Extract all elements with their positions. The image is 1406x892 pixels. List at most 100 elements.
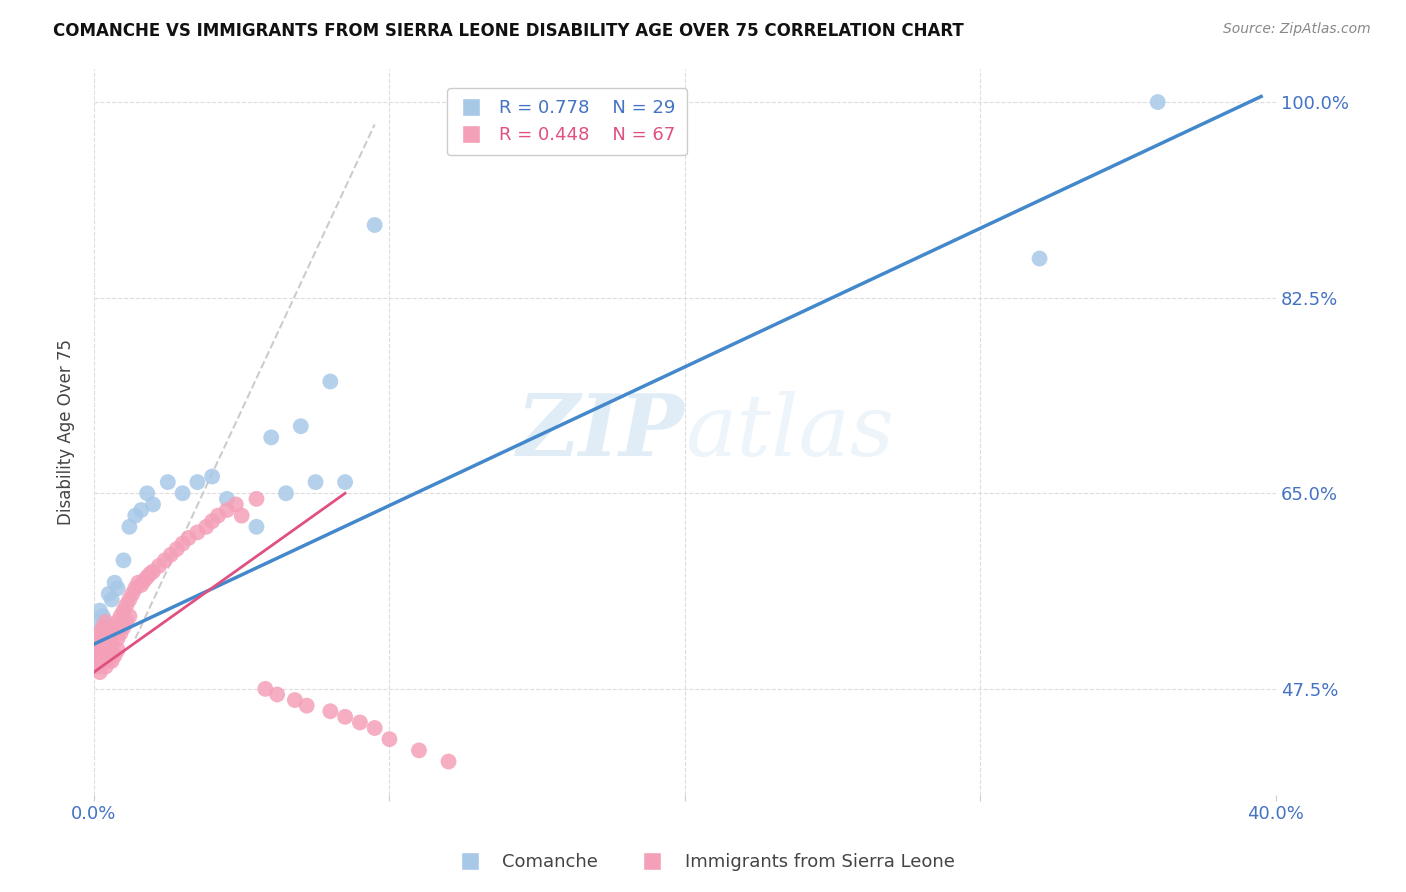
- Point: [86, 654, 108, 668]
- Point: [104, 648, 127, 663]
- Point: [91, 642, 114, 657]
- Point: [89, 648, 111, 663]
- Point: [100, 626, 122, 640]
- Point: [437, 755, 460, 769]
- Point: [89, 637, 111, 651]
- Point: [129, 578, 152, 592]
- Point: [118, 609, 141, 624]
- Point: [112, 604, 135, 618]
- Point: [100, 592, 122, 607]
- Point: [97, 642, 120, 657]
- Point: [100, 637, 122, 651]
- Point: [363, 218, 385, 232]
- Point: [245, 491, 267, 506]
- Point: [153, 553, 176, 567]
- Point: [94, 659, 117, 673]
- Point: [89, 665, 111, 679]
- Point: [118, 592, 141, 607]
- Point: [112, 553, 135, 567]
- Point: [284, 693, 307, 707]
- Point: [89, 604, 111, 618]
- Point: [245, 520, 267, 534]
- Point: [129, 503, 152, 517]
- Point: [156, 475, 179, 489]
- Point: [86, 642, 108, 657]
- Text: ZIP: ZIP: [517, 390, 685, 474]
- Text: COMANCHE VS IMMIGRANTS FROM SIERRA LEONE DISABILITY AGE OVER 75 CORRELATION CHAR: COMANCHE VS IMMIGRANTS FROM SIERRA LEONE…: [53, 22, 965, 40]
- Point: [378, 732, 401, 747]
- Point: [139, 566, 162, 581]
- Point: [86, 615, 108, 629]
- Point: [172, 486, 194, 500]
- Point: [94, 620, 117, 634]
- Point: [97, 654, 120, 668]
- Point: [100, 654, 122, 668]
- Point: [121, 587, 143, 601]
- Point: [91, 609, 114, 624]
- Point: [1028, 252, 1050, 266]
- Point: [215, 491, 238, 506]
- Point: [118, 520, 141, 534]
- Point: [231, 508, 253, 523]
- Point: [107, 642, 129, 657]
- Point: [97, 648, 120, 663]
- Point: [97, 632, 120, 646]
- Point: [115, 598, 138, 612]
- Point: [104, 620, 127, 634]
- Point: [94, 637, 117, 651]
- Legend: Comanche, Immigrants from Sierra Leone: Comanche, Immigrants from Sierra Leone: [444, 847, 962, 879]
- Point: [115, 615, 138, 629]
- Point: [260, 430, 283, 444]
- Point: [110, 626, 132, 640]
- Point: [225, 498, 247, 512]
- Point: [408, 743, 430, 757]
- Point: [254, 681, 277, 696]
- Point: [333, 475, 356, 489]
- Point: [134, 574, 156, 588]
- Point: [295, 698, 318, 713]
- Point: [142, 498, 165, 512]
- Point: [333, 710, 356, 724]
- Text: Source: ZipAtlas.com: Source: ZipAtlas.com: [1223, 22, 1371, 37]
- Point: [94, 615, 117, 629]
- Point: [159, 548, 181, 562]
- Point: [136, 486, 159, 500]
- Text: atlas: atlas: [685, 391, 894, 473]
- Point: [86, 659, 108, 673]
- Point: [1146, 95, 1168, 109]
- Point: [349, 715, 371, 730]
- Point: [319, 375, 342, 389]
- Point: [363, 721, 385, 735]
- Point: [319, 704, 342, 718]
- Point: [124, 582, 146, 596]
- Point: [195, 520, 218, 534]
- Legend: R = 0.778    N = 29, R = 0.448    N = 67: R = 0.778 N = 29, R = 0.448 N = 67: [447, 88, 686, 155]
- Point: [177, 531, 200, 545]
- Point: [124, 508, 146, 523]
- Point: [107, 615, 129, 629]
- Point: [89, 626, 111, 640]
- Point: [104, 575, 127, 590]
- Point: [91, 620, 114, 634]
- Point: [107, 582, 129, 596]
- Point: [266, 688, 288, 702]
- Point: [201, 469, 224, 483]
- Point: [112, 620, 135, 634]
- Point: [186, 525, 208, 540]
- Point: [127, 575, 149, 590]
- Point: [166, 542, 188, 557]
- Point: [215, 503, 238, 517]
- Point: [97, 587, 120, 601]
- Point: [186, 475, 208, 489]
- Point: [172, 536, 194, 550]
- Point: [207, 508, 229, 523]
- Point: [290, 419, 312, 434]
- Point: [136, 570, 159, 584]
- Point: [86, 632, 108, 646]
- Point: [274, 486, 297, 500]
- Y-axis label: Disability Age Over 75: Disability Age Over 75: [58, 339, 75, 524]
- Point: [91, 654, 114, 668]
- Point: [304, 475, 326, 489]
- Point: [148, 558, 170, 573]
- Point: [110, 609, 132, 624]
